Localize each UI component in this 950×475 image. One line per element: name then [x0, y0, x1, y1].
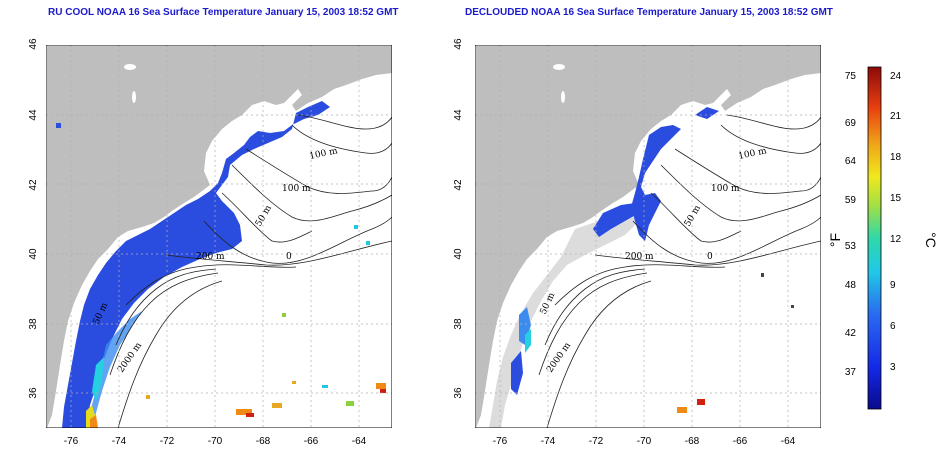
map-panel-raw: 100 m 100 m 50 m 200 m 50 m 2000 m 0	[46, 45, 392, 428]
x-tick--76: -76	[493, 436, 508, 447]
y-tick-44: 44	[28, 109, 39, 121]
f-tick-53: 53	[845, 241, 857, 252]
x-tick--68: -68	[256, 436, 271, 447]
sst-coastal-strip	[62, 101, 330, 428]
f-tick-64: 64	[845, 156, 857, 167]
y-tick-40: 40	[28, 248, 39, 260]
x-tick--64: -64	[352, 436, 367, 447]
contour-label-200m: 200 m	[625, 252, 654, 262]
bathymetry-contours	[109, 114, 392, 428]
y-tick-42: 42	[28, 179, 39, 191]
sst-coastal-strip	[631, 125, 681, 241]
y-tick-38: 38	[28, 318, 39, 330]
x-tick--66: -66	[733, 436, 748, 447]
land-mass	[47, 46, 392, 428]
contour-label-zero: 0	[707, 252, 713, 262]
y-tick-36: 36	[453, 387, 464, 399]
y-tick-42: 42	[453, 179, 464, 191]
unit-celsius: °C	[923, 232, 939, 248]
y-tick-46: 46	[28, 38, 39, 50]
c-tick-18: 18	[890, 152, 902, 163]
f-tick-37: 37	[845, 367, 857, 378]
x-tick--68: -68	[685, 436, 700, 447]
land-mass	[476, 46, 821, 428]
contour-label-100m-south: 100 m	[711, 184, 740, 194]
unit-fahrenheit: °F	[827, 233, 843, 247]
f-tick-59: 59	[845, 195, 857, 206]
c-tick-9: 9	[890, 280, 896, 291]
f-tick-75: 75	[845, 71, 857, 82]
x-tick--76: -76	[64, 436, 79, 447]
temperature-colorbar: 75 69 64 59 53 48 42 37 24 21 18 15 12 9…	[827, 66, 939, 410]
x-tick--74: -74	[541, 436, 556, 447]
f-tick-42: 42	[845, 328, 857, 339]
c-tick-6: 6	[890, 321, 896, 332]
x-tick--70: -70	[637, 436, 652, 447]
contour-label-200m: 200 m	[196, 252, 225, 262]
contour-label-zero: 0	[286, 252, 292, 262]
map-grid	[46, 45, 392, 428]
panel-1-title: RU COOL NOAA 16 Sea Surface Temperature …	[48, 7, 399, 18]
c-tick-21: 21	[890, 111, 902, 122]
c-tick-3: 3	[890, 362, 896, 373]
y-tick-44: 44	[453, 109, 464, 121]
x-tick--64: -64	[781, 436, 796, 447]
c-tick-24: 24	[890, 71, 902, 82]
f-tick-48: 48	[845, 280, 857, 291]
x-tick--66: -66	[304, 436, 319, 447]
x-tick--72: -72	[160, 436, 175, 447]
x-tick--70: -70	[208, 436, 223, 447]
y-tick-40: 40	[453, 248, 464, 260]
y-tick-46: 46	[453, 38, 464, 50]
x-tick--74: -74	[112, 436, 127, 447]
c-tick-15: 15	[890, 193, 902, 204]
sst-map-declouded: 100 m 100 m 50 m 200 m 50 m 2000 m 0	[475, 45, 821, 428]
panel-2-title: DECLOUDED NOAA 16 Sea Surface Temperatur…	[465, 7, 833, 18]
map-grid	[475, 45, 821, 428]
colorbar-gradient	[867, 66, 882, 410]
map-panel-declouded: 100 m 100 m 50 m 200 m 50 m 2000 m 0	[475, 45, 821, 428]
f-tick-69: 69	[845, 118, 857, 129]
x-tick--72: -72	[589, 436, 604, 447]
y-tick-36: 36	[28, 387, 39, 399]
sst-map-raw: 100 m 100 m 50 m 200 m 50 m 2000 m 0	[46, 45, 392, 428]
contour-label-100m-south: 100 m	[282, 184, 311, 194]
y-tick-38: 38	[453, 318, 464, 330]
c-tick-12: 12	[890, 234, 902, 245]
